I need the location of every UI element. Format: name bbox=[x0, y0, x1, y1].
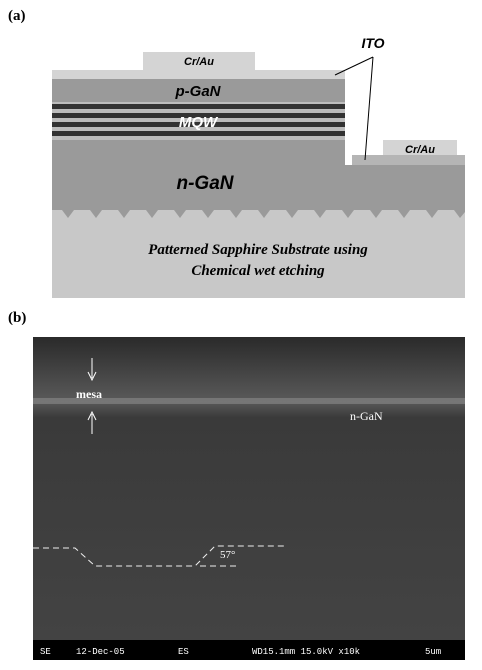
info-text: 12-Dec-05 bbox=[76, 647, 125, 657]
annotation: mesa bbox=[76, 387, 102, 401]
figure: (a) Cr/Au ITO p-GaN MQW n-GaN Cr/Au Patt… bbox=[0, 0, 482, 670]
info-text: SE bbox=[40, 647, 51, 657]
layer-label: p-GaN bbox=[175, 83, 222, 100]
layer-label: ITO bbox=[361, 35, 384, 51]
layer-label: Cr/Au bbox=[184, 56, 214, 68]
info-text: 5um bbox=[425, 647, 441, 657]
info-text: WD15.1mm 15.0kV x10k bbox=[252, 647, 360, 657]
panel-label: (b) bbox=[8, 310, 26, 326]
annotation: 57° bbox=[220, 549, 235, 561]
substrate-label: Chemical wet etching bbox=[191, 263, 325, 279]
sem-image bbox=[33, 337, 465, 660]
panel-label: (a) bbox=[8, 8, 26, 24]
layer-label: n-GaN bbox=[177, 173, 235, 194]
layer-label: Cr/Au bbox=[405, 144, 435, 156]
substrate-label: Patterned Sapphire Substrate using bbox=[148, 242, 368, 258]
layer-label: MQW bbox=[179, 114, 219, 131]
layer-diagram bbox=[52, 52, 465, 298]
annotation: n-GaN bbox=[350, 409, 383, 423]
info-text: ES bbox=[178, 647, 189, 657]
